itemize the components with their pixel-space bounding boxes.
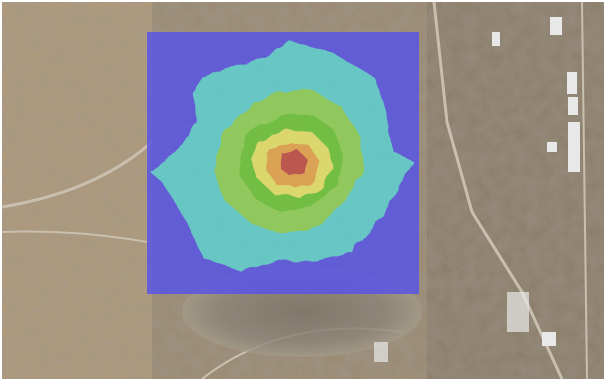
contour-overlay [147,32,419,294]
road-east-vertical [581,2,588,379]
building [542,332,556,346]
contour-level-7 [280,150,308,176]
building [547,142,557,152]
road-lower-west [2,230,148,243]
building [374,342,388,362]
building [567,72,577,94]
building [568,97,578,115]
building [550,17,562,35]
building [492,32,500,46]
building [568,122,580,172]
road-curve-west [2,140,153,209]
road-north-south-east [432,2,564,379]
building [507,292,529,332]
